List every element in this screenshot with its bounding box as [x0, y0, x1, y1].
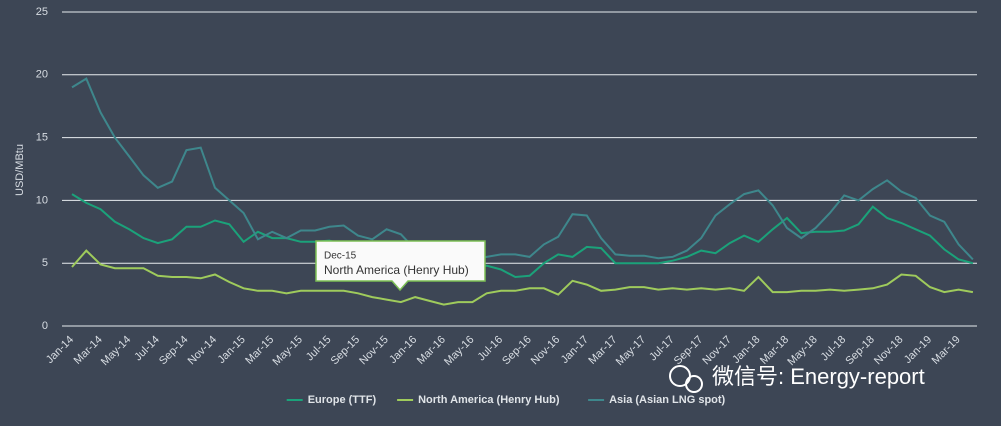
y-tick-label: 25: [36, 6, 48, 18]
legend-label: Europe (TTF): [308, 394, 377, 406]
y-tick-label: 0: [42, 320, 48, 332]
watermark-icon: [685, 375, 703, 393]
series-line: [71, 249, 974, 306]
y-axis-label: USD/MBtu: [14, 144, 26, 196]
series-line: [71, 77, 974, 261]
tooltip-title: Dec-15: [324, 251, 357, 262]
y-tick-label: 10: [36, 194, 48, 206]
legend-label: Asia (Asian LNG spot): [609, 394, 725, 406]
y-tick-label: 15: [36, 132, 48, 144]
series-line: [71, 193, 974, 279]
tooltip-box: [315, 240, 486, 292]
watermark-text: 微信号: Energy-report: [712, 364, 925, 389]
tooltip-series: North America (Henry Hub): [324, 263, 469, 277]
legend: Europe (TTF) North America (Henry Hub) Asi…: [286, 394, 726, 406]
tooltip: Dec-15 North America (Henry Hub): [315, 240, 486, 292]
y-tick-label: 20: [36, 69, 48, 81]
legend-label: North America (Henry Hub): [418, 394, 560, 406]
y-tick-label: 5: [42, 257, 48, 269]
watermark: 微信号: Energy-report: [669, 364, 925, 393]
